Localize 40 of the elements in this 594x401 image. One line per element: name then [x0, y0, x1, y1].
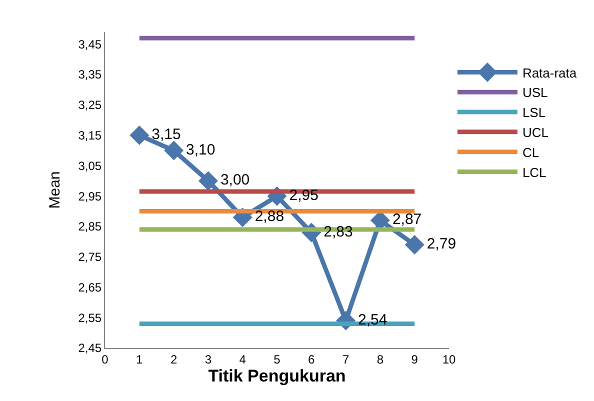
legend-label: LCL	[522, 164, 546, 180]
legend-label: USL	[522, 85, 548, 100]
data-label: 3,10	[186, 141, 216, 158]
legend-label: UCL	[522, 125, 548, 140]
x-tick-label: 1	[136, 352, 144, 366]
x-tick-label: 8	[376, 352, 384, 366]
point	[130, 126, 150, 146]
y-tick-label: 3,15	[78, 128, 102, 143]
data-label: 3,00	[220, 172, 250, 189]
x-tick-label: 4	[239, 352, 246, 366]
legend-label: LSL	[522, 105, 546, 120]
legend-label: Rata-rata	[522, 65, 578, 80]
y-tick-label: 2,65	[78, 280, 102, 294]
data-label: 2,87	[392, 211, 422, 228]
data-label: 3,15	[152, 126, 181, 144]
y-tick-label: 3,35	[78, 68, 102, 82]
x-tick-label: 7	[342, 352, 350, 366]
data-label: 2,88	[254, 208, 284, 226]
point	[404, 234, 424, 254]
x-tick-label: 10	[442, 352, 456, 366]
data-label: 2,79	[426, 235, 456, 252]
x-tick-label: 0	[102, 352, 109, 366]
y-tick-label: 2,75	[78, 250, 102, 264]
x-tick-label: 6	[308, 352, 316, 366]
y-tick-label: 3,25	[78, 98, 102, 112]
legend-label: CL	[522, 144, 540, 160]
y-tick-label: 2,45	[78, 341, 102, 356]
y-tick-label: 2,55	[78, 310, 102, 325]
x-tick-label: 2	[170, 352, 178, 366]
x-tick-label: 3	[204, 352, 212, 366]
y-tick-label: 2,85	[78, 220, 102, 234]
x-axis-title: Titik Pengukuran	[208, 366, 346, 386]
y-tick-label: 3,45	[78, 37, 102, 52]
y-axis-title: Mean	[46, 171, 64, 209]
x-tick-label: 5	[274, 352, 281, 366]
point	[198, 171, 218, 191]
x-tick-label: 9	[411, 352, 418, 366]
point	[164, 140, 184, 160]
y-tick-label: 3,05	[78, 158, 102, 173]
y-tick-label: 2,95	[78, 189, 102, 204]
